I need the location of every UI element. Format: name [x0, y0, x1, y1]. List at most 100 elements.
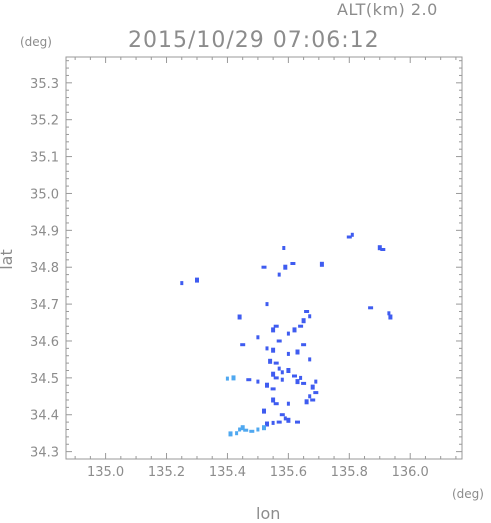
echo-point	[292, 327, 297, 333]
echo-points	[180, 232, 393, 437]
echo-point	[298, 324, 304, 328]
y-tick-label: 34.4	[30, 409, 59, 424]
echo-point	[249, 429, 255, 433]
y-tick-label: 34.6	[30, 335, 59, 350]
y-tick-label: 35.3	[30, 77, 59, 92]
echo-point	[388, 314, 393, 320]
x-axis-unit: (deg)	[452, 487, 484, 501]
echo-point	[295, 379, 300, 385]
echo-point	[310, 398, 316, 402]
echo-point	[301, 318, 306, 324]
echo-point	[271, 327, 276, 333]
echo-point	[346, 235, 352, 239]
plot-frame	[65, 56, 463, 460]
echo-point	[301, 381, 307, 385]
echo-point	[286, 368, 291, 373]
echo-point	[261, 265, 267, 269]
echo-point	[265, 346, 269, 351]
y-tick-label: 34.3	[30, 446, 59, 461]
y-tick-label: 34.7	[30, 298, 59, 313]
echo-point	[240, 425, 245, 431]
echo-point	[380, 248, 386, 251]
echo-point	[180, 281, 184, 286]
echo-point	[295, 420, 300, 424]
echo-point	[273, 376, 279, 380]
echo-point	[283, 416, 287, 421]
y-tick-label: 34.9	[30, 224, 59, 239]
echo-point	[387, 311, 391, 316]
y-tick-label: 34.5	[30, 372, 59, 387]
echo-point	[276, 339, 282, 343]
echo-point	[304, 399, 309, 405]
echo-point	[377, 245, 382, 251]
y-tick-label: 35.2	[30, 114, 59, 129]
echo-point	[273, 402, 279, 406]
echo-point	[295, 349, 300, 355]
echo-point	[268, 358, 273, 364]
echo-point	[273, 361, 279, 365]
echo-point	[273, 324, 279, 328]
echo-point	[290, 262, 296, 265]
echo-point	[368, 306, 374, 310]
echo-point	[246, 378, 252, 382]
echo-point	[283, 264, 288, 270]
axis-ticks: 135.0 135.2 135.4 135.6 135.8 136.0 34.3 34.4 34…	[30, 57, 462, 480]
echo-point	[308, 357, 312, 362]
echo-point	[271, 420, 275, 425]
echo-point	[308, 314, 312, 319]
echo-point	[225, 376, 229, 381]
x-tick-label: 135.0	[87, 465, 124, 480]
y-tick-label: 34.8	[30, 261, 59, 276]
echo-point	[286, 417, 291, 423]
echo-point	[276, 420, 282, 424]
altitude-label: ALT(km) 2.0	[337, 0, 438, 19]
echo-point	[262, 408, 266, 414]
echo-point	[256, 379, 260, 384]
echo-point	[256, 335, 260, 340]
echo-point	[310, 384, 315, 390]
echo-point	[301, 343, 307, 347]
y-tick-label: 35.0	[30, 187, 59, 202]
echo-point	[280, 377, 284, 382]
echo-point	[286, 331, 290, 336]
echo-point	[304, 310, 310, 313]
echo-point	[235, 431, 239, 436]
echo-point	[292, 374, 297, 378]
echo-point	[228, 431, 233, 437]
x-tick-label: 135.4	[209, 465, 246, 480]
echo-point	[277, 366, 281, 371]
x-tick-label: 136.0	[392, 465, 429, 480]
echo-point	[280, 370, 284, 375]
echo-point	[277, 272, 281, 277]
echo-point	[195, 277, 199, 283]
echo-point	[265, 302, 269, 307]
echo-point	[271, 371, 276, 377]
echo-point	[271, 347, 276, 353]
chart-title-timestamp: 2015/10/29 07:06:12	[128, 28, 380, 53]
x-axis-title: lon	[256, 504, 281, 523]
echo-point	[256, 427, 260, 432]
echo-point	[265, 382, 269, 388]
echo-point	[270, 387, 276, 391]
echo-point	[262, 425, 266, 431]
echo-point	[299, 375, 303, 380]
echo-point	[231, 375, 236, 381]
echo-point	[286, 351, 290, 356]
echo-point	[265, 421, 269, 427]
x-tick-label: 135.2	[148, 465, 185, 480]
echo-point	[314, 379, 318, 384]
echo-point	[319, 261, 324, 267]
plot-border	[65, 56, 463, 460]
y-tick-label: 35.1	[30, 151, 59, 166]
echo-point	[308, 394, 312, 399]
echo-point	[243, 428, 249, 432]
echo-point	[279, 413, 285, 417]
echo-point	[313, 391, 319, 395]
x-tick-label: 135.8	[331, 465, 368, 480]
echo-point	[271, 397, 276, 403]
echo-point	[282, 246, 286, 250]
y-axis-unit: (deg)	[20, 35, 52, 49]
echo-point	[240, 343, 246, 347]
x-tick-label: 135.6	[270, 465, 307, 480]
